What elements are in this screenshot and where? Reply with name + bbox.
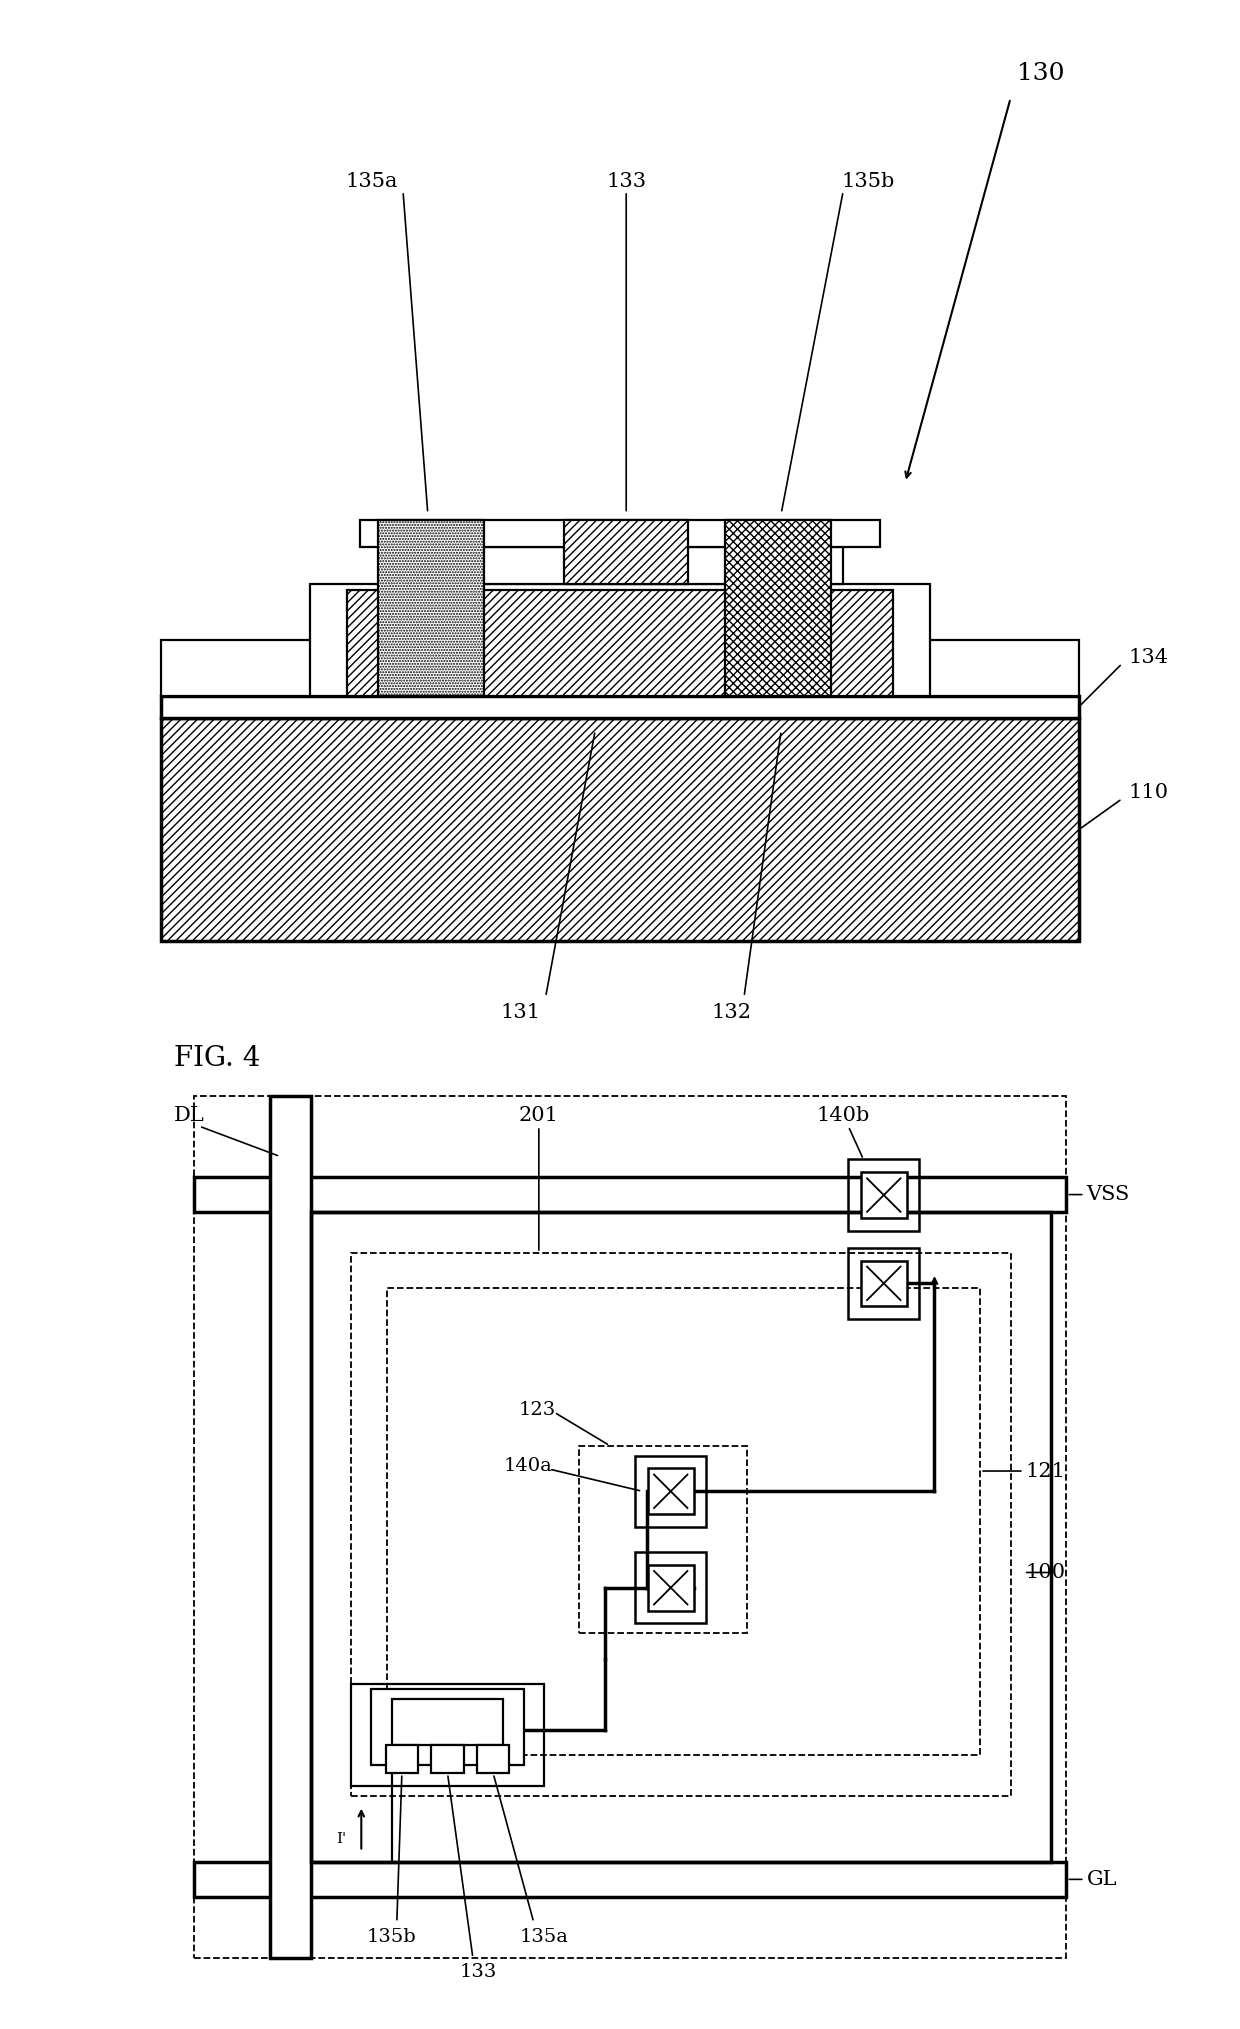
Bar: [310, 584, 930, 696]
Text: 132: 132: [712, 1002, 751, 1023]
Bar: [161, 718, 1079, 941]
Text: 123: 123: [518, 1402, 556, 1418]
Bar: [647, 1469, 693, 1514]
Bar: [372, 1688, 523, 1765]
Bar: [848, 1248, 919, 1319]
Text: 135b: 135b: [367, 1928, 417, 1946]
Bar: [861, 1260, 906, 1307]
Bar: [868, 639, 1079, 696]
Text: 130: 130: [1017, 61, 1064, 85]
Text: 201: 201: [518, 1106, 559, 1126]
Bar: [387, 1288, 980, 1755]
Bar: [310, 1211, 1052, 1863]
Bar: [193, 1096, 1066, 1958]
Bar: [378, 519, 484, 696]
Bar: [564, 519, 688, 584]
Bar: [635, 1455, 707, 1528]
Text: 131: 131: [501, 1002, 541, 1023]
Bar: [725, 519, 831, 696]
Bar: [432, 1745, 464, 1773]
Text: 110: 110: [1128, 783, 1168, 801]
Bar: [848, 1159, 919, 1232]
Text: I': I': [336, 1832, 346, 1846]
Bar: [477, 1745, 510, 1773]
Text: 140a: 140a: [503, 1457, 552, 1475]
Text: FIG. 4: FIG. 4: [174, 1045, 260, 1071]
Bar: [579, 1445, 746, 1633]
Text: 135a: 135a: [520, 1928, 568, 1946]
Text: 133: 133: [459, 1964, 497, 1980]
Bar: [351, 1684, 544, 1786]
Text: 100: 100: [1025, 1562, 1066, 1583]
Text: 134: 134: [1128, 647, 1168, 668]
Text: 121: 121: [1025, 1461, 1066, 1481]
Text: VSS: VSS: [1086, 1185, 1130, 1203]
Text: 140b: 140b: [817, 1106, 869, 1126]
Bar: [193, 1177, 1066, 1211]
Bar: [360, 519, 880, 548]
Bar: [193, 1863, 1066, 1897]
Text: 133: 133: [606, 172, 646, 191]
Text: GL: GL: [1086, 1871, 1117, 1889]
Text: DL: DL: [174, 1106, 205, 1126]
Bar: [161, 696, 1079, 718]
Text: 135b: 135b: [842, 172, 894, 191]
Bar: [161, 639, 372, 696]
Text: 135a: 135a: [346, 172, 398, 191]
Bar: [392, 1698, 503, 1745]
Bar: [635, 1552, 707, 1623]
Bar: [397, 548, 843, 584]
Bar: [386, 1745, 418, 1773]
Bar: [347, 590, 893, 696]
Bar: [647, 1564, 693, 1611]
Bar: [861, 1173, 906, 1217]
Bar: [270, 1096, 310, 1958]
Bar: [351, 1252, 1011, 1796]
